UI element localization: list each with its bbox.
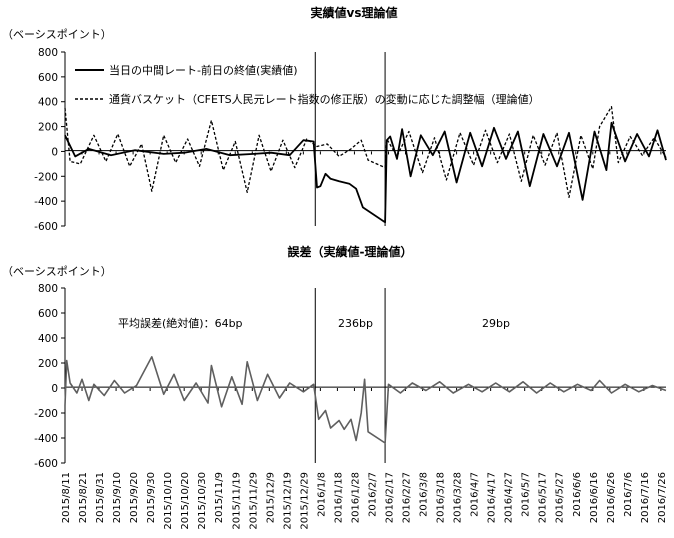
top-y-tick-label: 400 <box>38 97 58 109</box>
bottom-y-tick-label: 600 <box>38 308 58 320</box>
bottom-y-tick-label: -600 <box>34 458 58 470</box>
x-tick-label: 2016/2/7 <box>367 472 378 517</box>
top-y-tick-label: 600 <box>38 72 58 84</box>
x-tick-label: 2015/9/20 <box>129 472 140 523</box>
bottom-chart-ylabel: （ベーシスポイント） <box>2 265 112 278</box>
bottom-annotations: 平均誤差(絶対値)：64bp 236bp 29bp <box>118 316 510 330</box>
x-tick-label: 2016/2/27 <box>402 472 413 523</box>
x-tick-label: 2015/9/10 <box>112 472 123 523</box>
top-y-tick-label: 800 <box>38 47 58 59</box>
x-tick-label: 2016/5/7 <box>521 472 532 517</box>
top-y-axis: -600 -400 -200 0 200 400 600 800 <box>34 47 66 233</box>
annotation-period-3: 29bp <box>482 317 510 330</box>
x-tick-label: 2015/8/21 <box>78 472 89 523</box>
x-tick-label: 2016/5/27 <box>555 472 566 523</box>
x-tick-label: 2016/1/28 <box>350 472 361 523</box>
x-tick-label: 2016/4/17 <box>487 472 498 523</box>
top-y-tick-label: -400 <box>34 196 58 208</box>
x-tick-label: 2016/7/16 <box>640 472 651 523</box>
x-tick-label: 2016/5/17 <box>538 472 549 523</box>
x-tick-label: 2015/10/30 <box>197 472 208 530</box>
x-tick-label: 2016/3/28 <box>453 472 464 523</box>
top-series-actual-line <box>64 121 667 224</box>
bottom-y-tick-label: -200 <box>34 408 58 420</box>
chart-bottom: 誤差（実績値-理論値） （ベーシスポイント） -600 -400 -200 0 200 4… <box>2 244 667 470</box>
x-tick-label: 2015/11/9 <box>214 472 225 523</box>
x-tick-label: 2016/6/26 <box>606 472 617 523</box>
x-tick-label: 2015/8/11 <box>61 472 72 523</box>
top-chart-ylabel: （ベーシスポイント） <box>2 28 112 41</box>
annotation-period-1: 平均誤差(絶対値)：64bp <box>118 316 243 330</box>
x-tick-label: 2016/1/18 <box>333 472 344 523</box>
top-y-tick-label: 0 <box>51 146 58 158</box>
x-tick-label: 2016/6/6 <box>572 472 583 517</box>
x-tick-label: 2015/9/30 <box>146 472 157 523</box>
x-tick-label: 2016/3/18 <box>436 472 447 523</box>
x-tick-label: 2016/4/7 <box>470 472 481 517</box>
x-tick-label: 2016/7/26 <box>657 472 668 523</box>
chart-top: 実績値vs理論値 （ベーシスポイント） -600 -400 -200 0 200 400 6… <box>2 5 667 233</box>
x-tick-label: 2016/3/8 <box>419 472 430 517</box>
bottom-y-axis: -600 -400 -200 0 200 400 600 800 <box>34 283 66 470</box>
top-y-tick-label: -200 <box>34 171 58 183</box>
x-tick-label: 2015/12/29 <box>299 472 310 530</box>
legend-label-actual: 当日の中間レート-前日の終値(実績値) <box>109 63 298 77</box>
legend-label-theory: 通貨バスケット（CFETS人民元レート指数の修正版）の変動に応じた調整幅（理論値… <box>109 92 540 106</box>
x-tick-label: 2016/2/17 <box>384 472 395 523</box>
bottom-y-tick-label: -400 <box>34 433 58 445</box>
x-tick-label: 2016/6/16 <box>589 472 600 523</box>
x-tick-label: 2015/10/10 <box>163 472 174 530</box>
x-tick-label: 2015/11/29 <box>248 472 259 530</box>
bottom-chart-title: 誤差（実績値-理論値） <box>288 244 413 259</box>
x-tick-label: 2016/1/8 <box>316 472 327 517</box>
x-date-labels: 2015/8/11 2015/8/21 2015/8/31 2015/9/10 2015… <box>61 472 668 530</box>
x-tick-label: 2015/12/19 <box>282 472 293 530</box>
bottom-y-tick-label: 200 <box>38 358 58 370</box>
top-legend: 当日の中間レート-前日の終値(実績値) 通貨バスケット（CFETS人民元レート指… <box>75 63 540 106</box>
top-y-tick-label: -600 <box>34 221 58 233</box>
x-tick-label: 2015/8/31 <box>95 472 106 523</box>
bottom-y-tick-label: 800 <box>38 283 58 295</box>
top-chart-title: 実績値vs理論値 <box>311 5 398 20</box>
bottom-y-tick-label: 0 <box>51 383 58 395</box>
top-y-tick-label: 200 <box>38 122 58 134</box>
top-series-theory-line <box>64 106 667 199</box>
bottom-series-error-line <box>64 356 667 444</box>
x-tick-label: 2016/7/6 <box>623 472 634 517</box>
x-tick-label: 2016/4/27 <box>504 472 515 523</box>
x-tick-label: 2015/11/19 <box>231 472 242 530</box>
x-tick-label: 2015/12/9 <box>265 472 276 523</box>
bottom-y-tick-label: 400 <box>38 333 58 345</box>
x-tick-label: 2015/10/20 <box>180 472 191 530</box>
annotation-period-2: 236bp <box>338 317 373 330</box>
